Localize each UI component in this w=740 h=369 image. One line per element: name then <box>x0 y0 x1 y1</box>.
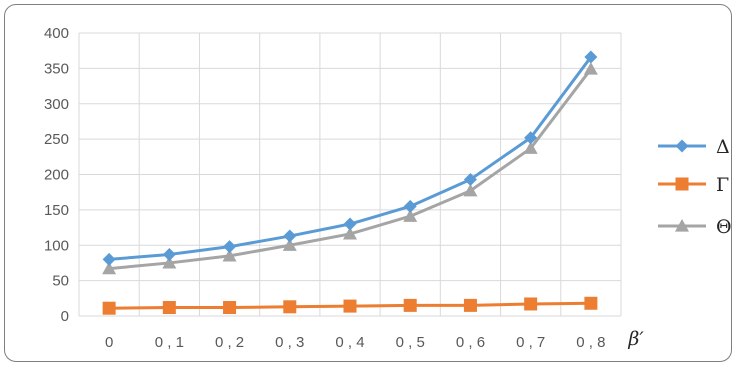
legend-label: Δ <box>716 136 730 158</box>
x-tick-label: 0 , 3 <box>275 334 304 351</box>
x-tick-label: 0 , 1 <box>155 334 184 351</box>
data-point <box>343 299 357 313</box>
data-point <box>584 50 598 64</box>
data-point <box>102 252 116 266</box>
x-tick-label: 0 , 2 <box>215 334 244 351</box>
x-tick-label: 0 , 6 <box>456 334 485 351</box>
x-tick-label: 0 , 5 <box>396 334 425 351</box>
data-point <box>162 247 176 261</box>
data-point <box>463 183 478 197</box>
x-tick-label: 0 <box>105 334 113 351</box>
legend-swatch-marker <box>675 139 689 153</box>
data-point <box>282 238 297 251</box>
legend-swatch-marker <box>675 177 689 191</box>
data-point <box>223 240 237 254</box>
data-point <box>523 141 538 154</box>
y-tick-label: 300 <box>44 96 69 113</box>
data-point <box>283 229 297 243</box>
y-tick-label: 150 <box>44 202 69 219</box>
legend-label: Θ <box>716 216 732 238</box>
data-point <box>524 297 538 311</box>
y-tick-label: 0 <box>61 308 69 325</box>
data-point <box>463 298 477 312</box>
data-point <box>584 296 598 310</box>
legend-swatch-marker <box>675 219 689 232</box>
data-point <box>102 261 117 275</box>
y-tick-label: 250 <box>44 131 69 148</box>
data-point <box>162 255 177 269</box>
data-point <box>162 301 176 315</box>
x-tick-label: 0 , 8 <box>576 334 605 351</box>
data-point <box>524 131 538 145</box>
data-point <box>343 217 357 231</box>
data-point <box>583 62 598 75</box>
data-point <box>463 172 477 186</box>
data-point <box>223 301 237 315</box>
x-axis-title: β′ <box>627 328 644 350</box>
data-point <box>222 248 237 262</box>
y-tick-label: 200 <box>44 167 69 184</box>
data-point <box>283 300 297 314</box>
y-tick-label: 50 <box>52 273 69 290</box>
y-tick-label: 400 <box>44 25 69 42</box>
x-tick-label: 0 , 7 <box>516 334 545 351</box>
data-point <box>403 209 418 222</box>
chart-frame <box>4 4 732 362</box>
y-tick-label: 100 <box>44 237 69 254</box>
x-tick-label: 0 , 4 <box>335 334 364 351</box>
data-point <box>343 226 357 240</box>
y-tick-label: 350 <box>44 60 69 77</box>
data-point <box>403 199 417 213</box>
legend-label: Γ <box>716 174 729 196</box>
data-point <box>102 301 116 315</box>
data-point <box>403 298 417 312</box>
